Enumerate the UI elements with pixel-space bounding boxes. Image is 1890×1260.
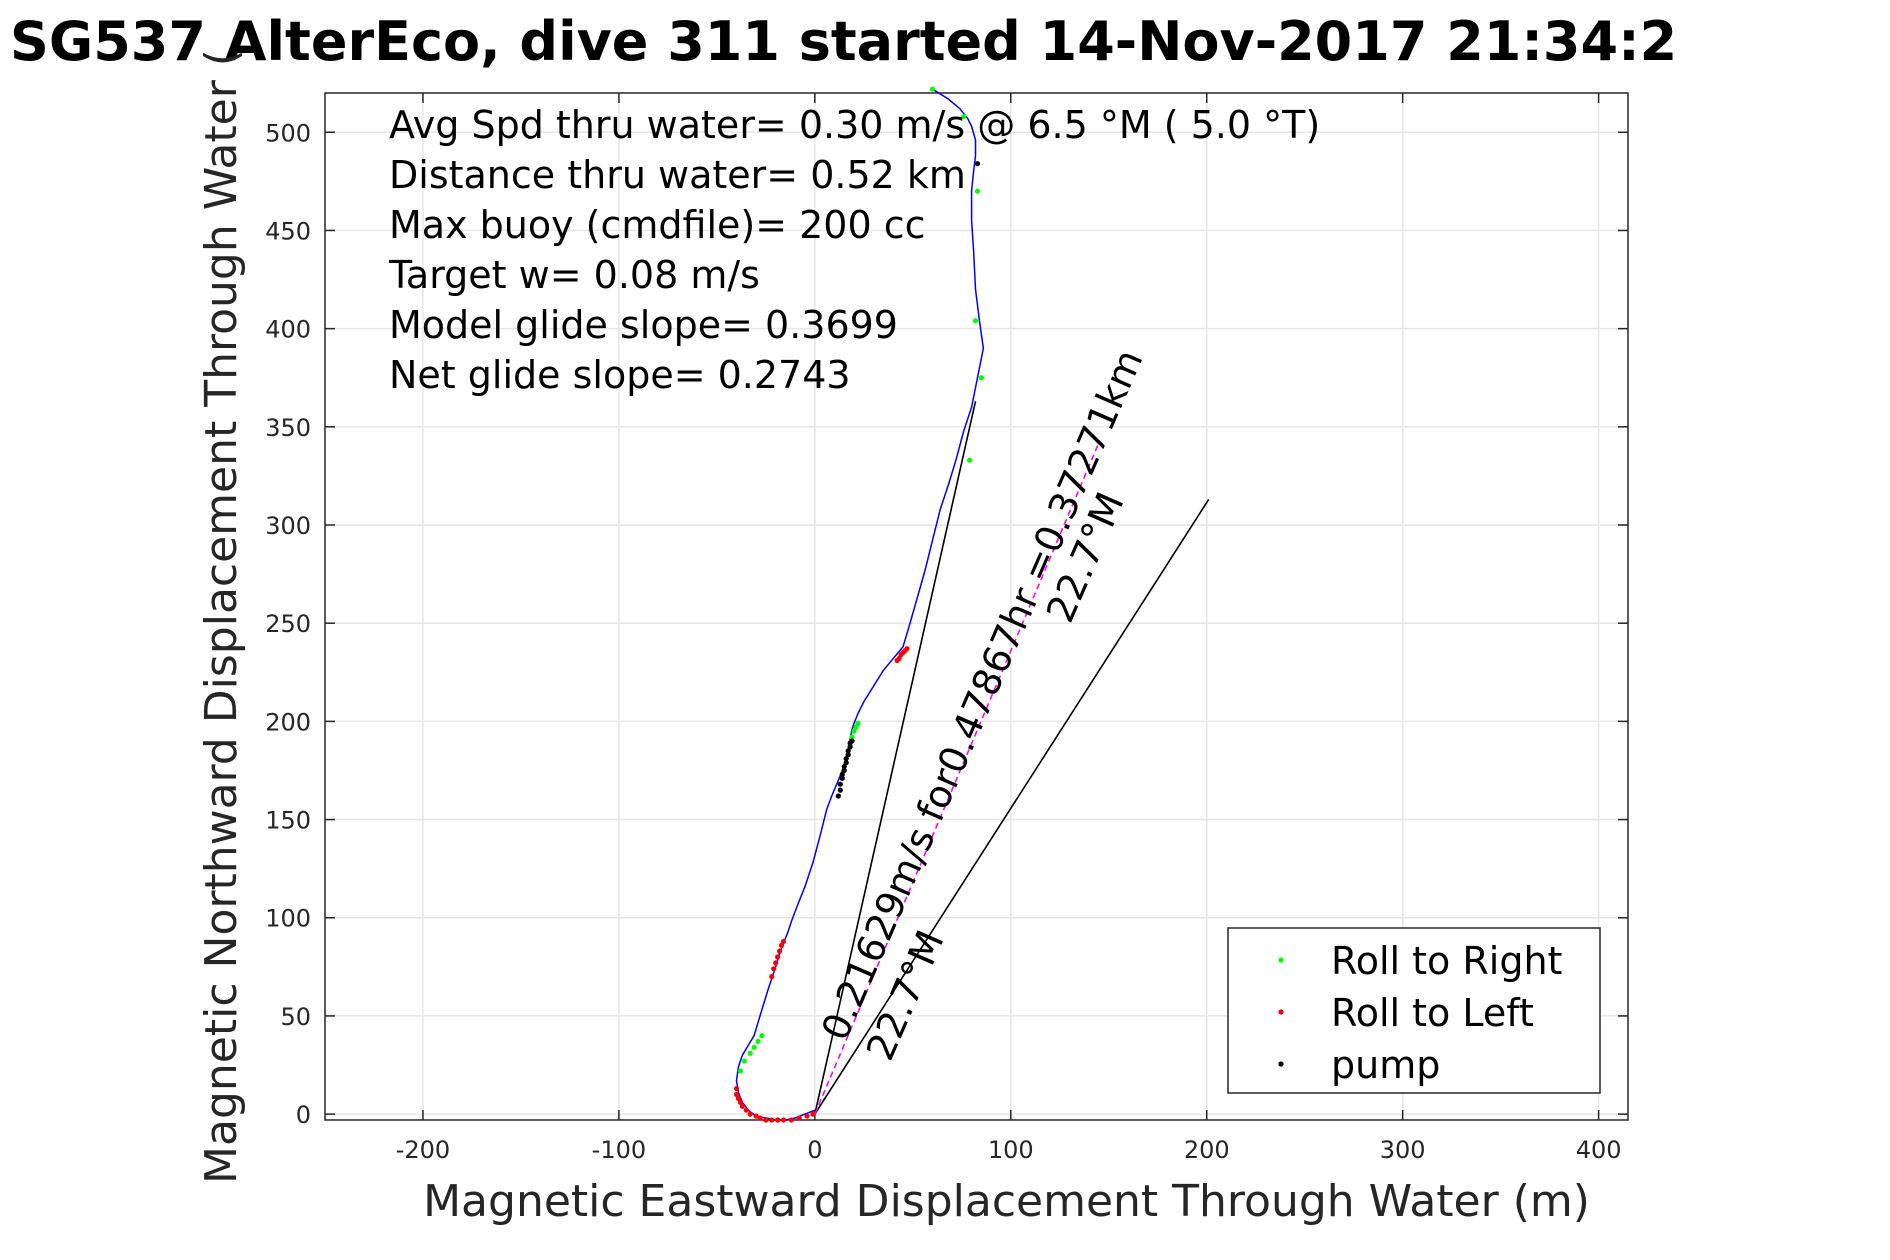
pump-point bbox=[847, 744, 853, 750]
x-tick-label: 200 bbox=[1184, 1136, 1230, 1164]
roll-to-right-point bbox=[755, 1038, 761, 1045]
roll-to-right-point bbox=[853, 724, 859, 730]
y-tick-label: 400 bbox=[265, 316, 311, 344]
legend-label: pump bbox=[1331, 1043, 1440, 1087]
roll-to-left-point bbox=[778, 942, 785, 948]
roll-to-right-point bbox=[978, 375, 984, 381]
roll-to-left-point bbox=[733, 1085, 740, 1092]
axes-box bbox=[324, 92, 1629, 1121]
roll-to-left-point bbox=[757, 1115, 763, 1121]
pump-point bbox=[974, 161, 981, 167]
pump-point bbox=[845, 748, 851, 754]
x-tick-label: 400 bbox=[1576, 1136, 1622, 1164]
pump-point bbox=[849, 738, 855, 744]
pump-point bbox=[841, 767, 847, 774]
roll-to-left-point bbox=[796, 1115, 802, 1121]
pump-point bbox=[845, 752, 851, 758]
track-line bbox=[735, 88, 985, 1121]
roll-to-left-point bbox=[763, 1117, 769, 1123]
legend-label: Roll to Right bbox=[1331, 939, 1562, 983]
y-tick-label: 0 bbox=[296, 1101, 311, 1129]
roll-to-left-point bbox=[775, 954, 781, 960]
roll-to-left-point bbox=[904, 646, 910, 652]
heading_vector-line bbox=[814, 499, 1210, 1115]
pump-point bbox=[839, 771, 845, 777]
roll-to-left-point bbox=[776, 948, 783, 954]
legend-label: Roll to Left bbox=[1331, 991, 1534, 1035]
chart-title: SG537 AlterEco, dive 311 started 14-Nov-… bbox=[10, 10, 1677, 73]
x-tick-label: 300 bbox=[1380, 1136, 1426, 1164]
y-tick-label: 50 bbox=[280, 1003, 311, 1031]
roll-to-left-point bbox=[753, 1113, 759, 1119]
roll-to-left-point bbox=[780, 938, 787, 944]
annotation-line: Distance thru water= 0.52 km bbox=[389, 153, 966, 197]
pump-point bbox=[843, 756, 849, 762]
roll-to-left-point bbox=[773, 960, 779, 966]
pump-point bbox=[835, 793, 841, 799]
pump-point bbox=[837, 787, 843, 793]
annotation-line: Model glide slope= 0.3699 bbox=[389, 303, 898, 347]
y-tick-label: 200 bbox=[265, 708, 311, 736]
roll-to-right-point bbox=[747, 1050, 753, 1056]
x-axis-label: Magnetic Eastward Displacement Through W… bbox=[423, 1176, 1590, 1227]
roll-to-left-point bbox=[769, 974, 775, 980]
roll-to-left-point bbox=[810, 1111, 816, 1117]
pump-point bbox=[843, 760, 849, 766]
roll-to-left-point bbox=[769, 1117, 775, 1123]
legend-box bbox=[1227, 927, 1601, 1094]
x-tick-label: -200 bbox=[396, 1136, 450, 1164]
y-axis-label: Magnetic Northward Displacement Through … bbox=[196, 49, 247, 1184]
legend-marker bbox=[1278, 1061, 1284, 1067]
y-tick-label: 350 bbox=[265, 414, 311, 442]
roll-to-left-point bbox=[780, 1117, 787, 1123]
roll-to-left-point bbox=[804, 1113, 810, 1119]
annotation-line: Avg Spd thru water= 0.30 m/s @ 6.5 °M ( … bbox=[389, 103, 1320, 147]
roll-to-right-point bbox=[929, 86, 936, 92]
roll-to-right-point bbox=[851, 728, 857, 734]
roll-to-left-point bbox=[771, 966, 777, 972]
roll-to-left-point bbox=[775, 1117, 781, 1123]
roll-to-right-point bbox=[759, 1032, 765, 1039]
roll-to-left-point bbox=[896, 655, 902, 662]
y-tick-label: 450 bbox=[265, 217, 311, 245]
current_vector-line bbox=[814, 401, 977, 1115]
roll-to-right-point bbox=[849, 734, 855, 740]
roll-to-left-point bbox=[747, 1111, 753, 1117]
pump-point bbox=[839, 775, 845, 781]
roll-to-right-point bbox=[737, 1068, 743, 1074]
roll-to-right-point bbox=[961, 113, 967, 120]
pump-point bbox=[841, 763, 847, 770]
y-tick-label: 150 bbox=[265, 807, 311, 835]
x-tick-label: -100 bbox=[592, 1136, 646, 1164]
roll-to-right-point bbox=[751, 1044, 757, 1050]
roll-to-left-point bbox=[743, 1107, 749, 1113]
roll-to-right-point bbox=[967, 457, 973, 463]
legend-marker bbox=[1278, 957, 1284, 963]
roll-to-left-point bbox=[788, 1117, 794, 1123]
roll-to-left-point bbox=[739, 1103, 745, 1109]
roll-to-left-point bbox=[735, 1095, 742, 1101]
roll-to-right-point bbox=[972, 318, 979, 324]
legend-marker bbox=[1278, 1009, 1284, 1015]
roll-to-left-point bbox=[733, 1091, 740, 1098]
roll-to-right-point bbox=[974, 188, 981, 194]
x-tick-label: 0 bbox=[807, 1136, 822, 1164]
legend: Roll to Right Roll to Left pump bbox=[1227, 927, 1601, 1094]
roll-to-right-point bbox=[741, 1058, 747, 1064]
y-tick-label: 250 bbox=[265, 610, 311, 638]
y-tick-label: 500 bbox=[265, 119, 311, 147]
annotation-line: Max buoy (cmdfile)= 200 cc bbox=[389, 203, 926, 247]
roll-to-right-point bbox=[855, 720, 861, 726]
annotation-line: Target w= 0.08 m/s bbox=[388, 253, 760, 297]
y-tick-label: 100 bbox=[265, 905, 311, 933]
annotation-line: Net glide slope= 0.2743 bbox=[389, 353, 851, 397]
pump-point bbox=[837, 781, 843, 787]
y-tick-label: 300 bbox=[265, 512, 311, 540]
roll-to-left-point bbox=[737, 1099, 743, 1105]
x-tick-label: 100 bbox=[988, 1136, 1034, 1164]
annotation-text-block: Avg Spd thru water= 0.30 m/s @ 6.5 °M ( … bbox=[388, 103, 1320, 397]
net_vector-line bbox=[814, 442, 1100, 1115]
